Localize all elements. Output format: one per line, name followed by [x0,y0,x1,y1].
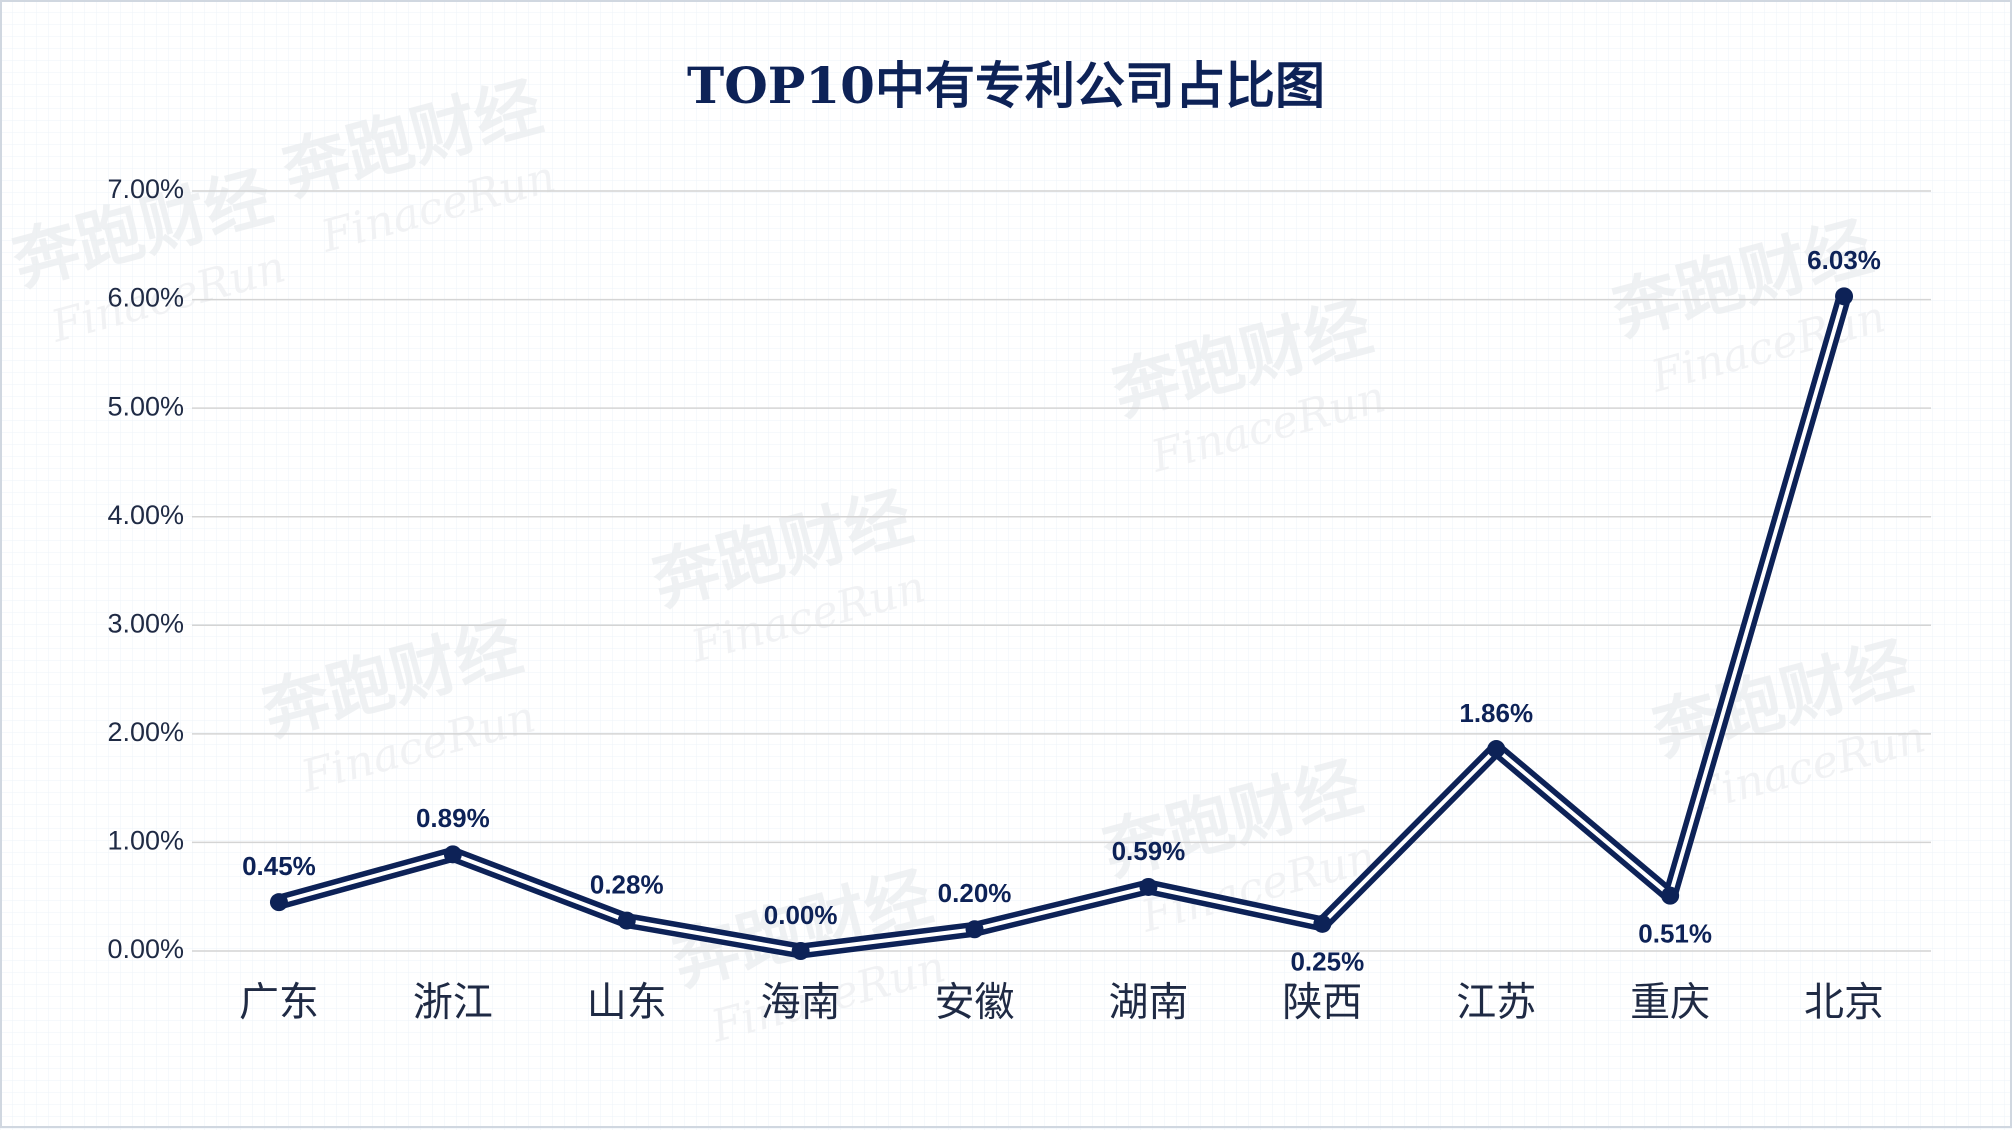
data-point [791,942,810,960]
data-label: 0.20% [938,878,1012,908]
data-point [617,911,636,930]
y-tick-label: 5.00% [107,391,184,421]
data-point [965,920,984,939]
x-tick-label: 重庆 [1630,981,1710,1025]
x-tick-label: 陕西 [1282,981,1362,1025]
series-line-highlight [278,295,1846,953]
data-point [1313,914,1332,933]
y-tick-label: 2.00% [107,717,184,747]
data-label: 0.59% [1112,836,1186,866]
data-label: 0.28% [590,869,664,899]
data-label: 0.45% [242,851,316,881]
data-point [1487,740,1506,759]
data-label: 0.51% [1638,919,1712,949]
data-label: 0.25% [1290,947,1364,977]
watermarks: 奔跑财经FinaceRun奔跑财经FinaceRun奔跑财经FinaceRun奔… [5,69,1931,1053]
y-tick-label: 6.00% [107,283,184,313]
x-tick-label: 湖南 [1108,981,1188,1025]
x-tick-label: 山东 [587,981,667,1025]
data-label: 6.03% [1807,245,1881,275]
data-label: 0.89% [416,803,490,833]
x-tick-label: 北京 [1804,981,1884,1025]
data-point [1661,886,1680,905]
y-tick-label: 7.00% [107,174,184,204]
x-tick-label: 海南 [761,981,841,1025]
y-tick-label: 4.00% [107,500,184,530]
data-label: 0.00% [764,900,838,930]
x-tick-label: 安徽 [935,981,1015,1025]
y-tick-label: 3.00% [107,608,184,638]
data-label: 1.86% [1459,698,1533,728]
data-point [1835,287,1854,306]
x-tick-label: 江苏 [1456,981,1536,1025]
y-tick-label: 1.00% [107,826,184,856]
x-tick-label: 广东 [239,981,319,1025]
chart-title: TOP10中有专利公司占比图 [687,56,1325,115]
data-point [269,893,288,912]
y-tick-label: 0.00% [107,934,184,964]
data-point [1139,877,1158,896]
x-tick-label: 浙江 [413,981,493,1025]
data-point [443,845,462,864]
